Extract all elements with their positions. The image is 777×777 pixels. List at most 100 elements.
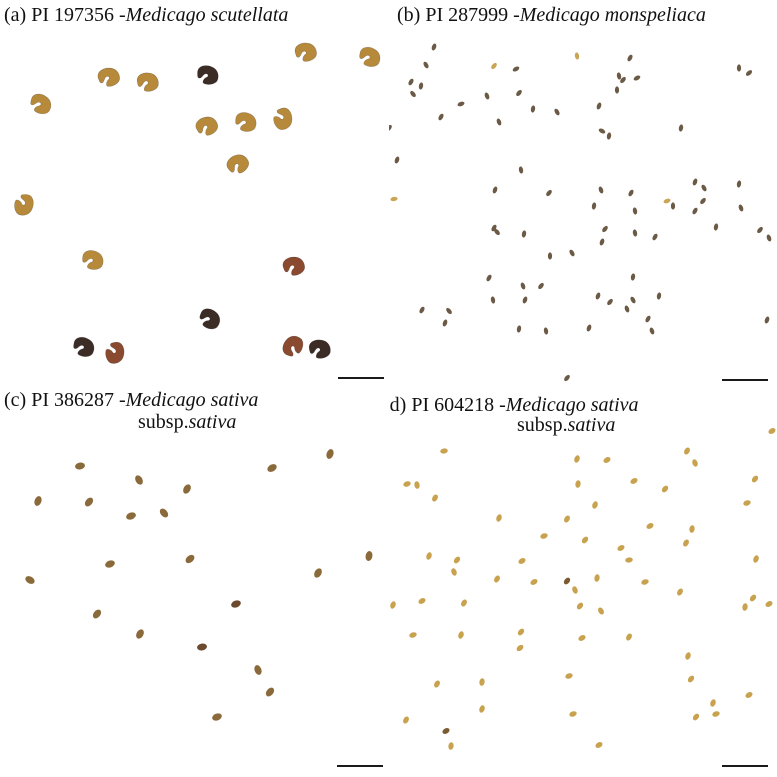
seed — [757, 226, 763, 234]
seed — [554, 108, 560, 116]
seed — [442, 728, 450, 734]
seed — [135, 475, 143, 485]
seed — [273, 107, 293, 130]
seed — [457, 101, 465, 107]
seed — [586, 324, 592, 332]
seed — [628, 189, 634, 197]
seed — [494, 575, 500, 583]
panel-d-species: Medicago sativa — [505, 394, 639, 416]
seed — [92, 609, 102, 619]
seed — [426, 552, 432, 560]
seed — [512, 66, 520, 72]
seed — [438, 113, 444, 121]
seed — [136, 629, 144, 639]
seed — [419, 306, 425, 314]
seed — [663, 198, 671, 204]
seed — [596, 102, 602, 110]
seed — [197, 643, 207, 651]
seed — [713, 223, 719, 231]
seed — [630, 296, 636, 304]
seed — [516, 89, 522, 97]
seed — [574, 52, 580, 60]
seed — [632, 207, 638, 215]
seed — [616, 72, 622, 80]
panel-c-subspecies-caption: subsp.sativa — [138, 411, 236, 433]
seed — [34, 496, 42, 506]
seed — [394, 156, 400, 164]
seed — [607, 298, 613, 306]
panel-b-scale-bar — [722, 379, 768, 381]
seed — [661, 485, 669, 493]
seed — [540, 533, 548, 539]
seed — [434, 680, 440, 688]
seed — [159, 508, 169, 518]
seed — [409, 632, 417, 638]
panel-c-accession: (c) PI 386287 - — [4, 389, 126, 411]
seed — [670, 202, 676, 210]
seed — [603, 457, 611, 463]
seed — [652, 233, 658, 241]
seed — [75, 462, 85, 470]
seed — [418, 82, 424, 90]
panel-c-seeds — [25, 449, 373, 721]
seed — [25, 576, 35, 584]
seed — [632, 229, 638, 237]
seed — [479, 678, 485, 686]
seed — [390, 601, 396, 609]
seed — [598, 607, 604, 615]
seed — [84, 497, 94, 507]
panel-c-species: Medicago sativa — [125, 389, 259, 411]
seed — [745, 692, 753, 698]
panel-d-seeds — [390, 428, 776, 750]
seed — [254, 665, 262, 675]
seed — [265, 687, 275, 697]
seed — [685, 652, 691, 660]
seed — [684, 447, 690, 455]
seed — [591, 202, 597, 210]
seed — [765, 601, 773, 607]
panel-d-subspecies: sativa — [567, 414, 616, 436]
seed — [491, 62, 497, 70]
seed — [418, 598, 426, 604]
seed — [581, 536, 589, 544]
seed — [414, 481, 420, 489]
seed — [578, 635, 586, 641]
seed — [183, 484, 191, 494]
seed — [446, 307, 452, 315]
seed — [624, 305, 630, 313]
seed — [692, 713, 700, 721]
seed — [768, 428, 776, 434]
seed — [453, 556, 461, 564]
seed — [126, 512, 136, 520]
panel-c-caption: (c) PI 386287 -Medicago sativa — [4, 389, 258, 411]
seed — [574, 455, 580, 463]
seed — [490, 296, 496, 304]
seed — [627, 54, 633, 62]
seed — [440, 448, 448, 454]
seed — [614, 86, 620, 94]
seed — [516, 644, 524, 652]
seed — [689, 525, 695, 533]
panel-d-medicago-sativa: (d) PI 604218 -Medicago sativa subsp.sat… — [389, 389, 777, 777]
seed — [594, 574, 600, 582]
panel-d-scale-bar — [722, 765, 768, 767]
seed — [516, 325, 522, 333]
seed — [282, 335, 304, 357]
seed — [617, 545, 625, 551]
seed — [197, 65, 219, 85]
panel-b-medicago-monspeliaca: (b) PI 287999 -Medicago monspeliaca — [389, 0, 777, 388]
seed — [547, 252, 553, 260]
seed — [359, 46, 381, 67]
seed — [521, 230, 527, 238]
seed — [389, 124, 392, 132]
panel-d-subsp-label: subsp. — [517, 414, 568, 436]
seed — [751, 475, 759, 483]
seed — [73, 336, 95, 357]
seed — [136, 72, 159, 92]
seed — [692, 178, 698, 186]
seed — [712, 711, 720, 717]
seed — [576, 602, 584, 610]
seed — [598, 128, 606, 134]
seed — [492, 186, 498, 194]
seed — [736, 64, 742, 72]
